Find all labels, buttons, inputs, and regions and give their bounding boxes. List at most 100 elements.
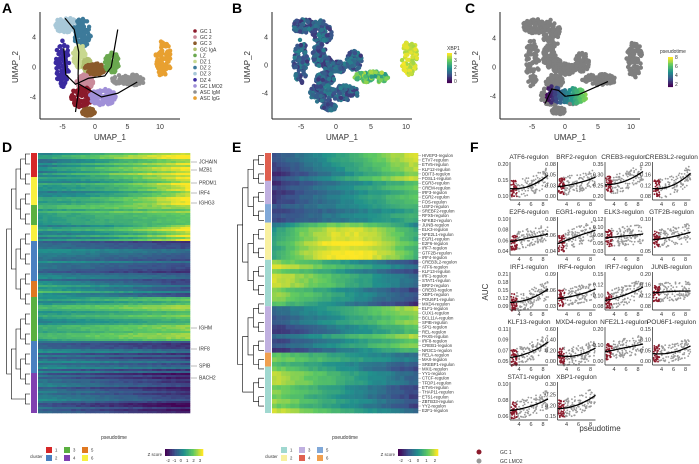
y-tick-label: 0 [32, 65, 36, 72]
cell-point [301, 64, 306, 70]
heatmap-cell [123, 153, 129, 156]
cell-point [57, 18, 63, 23]
heatmap-cell [76, 153, 82, 156]
heatmap-cell [109, 207, 115, 210]
heatmap-cell [180, 213, 186, 216]
heatmap-cell [175, 213, 181, 216]
heatmap-cell [71, 153, 77, 156]
colorbar-step [668, 61, 673, 64]
heatmap-cell [66, 213, 72, 216]
heatmap-cell [161, 161, 167, 164]
heatmap-cell [156, 185, 162, 188]
heatmap-cell [175, 181, 181, 184]
heatmap-cell [137, 195, 143, 198]
heatmap-cell [128, 185, 134, 188]
heatmap-cell [133, 215, 139, 218]
heatmap-cell [171, 223, 177, 226]
heatmap-cell [85, 211, 91, 214]
heatmap-cell [185, 221, 191, 224]
heatmap-cell [61, 155, 67, 158]
heatmap-cell [85, 217, 91, 220]
heatmap-cell [85, 207, 91, 210]
heatmap-cell [38, 231, 44, 234]
heatmap-cell [118, 209, 124, 212]
heatmap-cell [66, 167, 72, 170]
heatmap-cell [180, 203, 186, 206]
heatmap-cell [180, 183, 186, 186]
heatmap-cell [185, 187, 191, 190]
cell-point [405, 45, 410, 50]
cell-point [534, 58, 539, 63]
heatmap-cell [180, 229, 186, 232]
colorbar-step [447, 54, 452, 57]
heatmap-cell [38, 209, 44, 212]
heatmap-cell [71, 235, 77, 238]
heatmap-cell [128, 179, 134, 182]
cell-point [58, 22, 63, 27]
heatmap-cell [128, 157, 134, 160]
cell-point [625, 49, 630, 55]
heatmap-cell [147, 207, 153, 210]
heatmap-cell [80, 207, 86, 210]
heatmap-cell [118, 175, 124, 178]
heatmap-cell [90, 235, 96, 238]
cell-point [94, 97, 99, 103]
heatmap-cell [161, 203, 167, 206]
heatmap-cell [109, 213, 115, 216]
cell-point [95, 101, 101, 106]
heatmap-cell [42, 215, 48, 218]
heatmap-cell [152, 223, 158, 226]
heatmap-cell [109, 189, 115, 192]
heatmap-cell [61, 189, 67, 192]
heatmap-cell [166, 191, 172, 194]
heatmap-cell [156, 219, 162, 222]
heatmap-cell [76, 185, 82, 188]
heatmap-cell [128, 207, 134, 210]
heatmap-cell [57, 153, 63, 156]
heatmap-cell [57, 213, 63, 216]
heatmap-cell [142, 203, 148, 206]
heatmap-cell [61, 195, 67, 198]
heatmap-cell [80, 213, 86, 216]
colorbar-step [668, 75, 673, 77]
heatmap-cell [114, 169, 120, 172]
heatmap-cell [123, 171, 129, 174]
cell-point [560, 80, 565, 85]
heatmap-cell [128, 211, 134, 214]
heatmap-cell [166, 187, 172, 190]
heatmap-cell [109, 169, 115, 172]
heatmap-cell [71, 177, 77, 180]
heatmap-cell [137, 217, 143, 220]
heatmap-cell [137, 185, 143, 188]
heatmap-cell [109, 193, 115, 196]
cell-point [311, 32, 316, 38]
heatmap-cell [147, 165, 153, 168]
heatmap-cell [95, 197, 101, 200]
legend-label: DZ 3 [200, 72, 211, 78]
heatmap-cell [114, 217, 120, 220]
heatmap-cell [42, 167, 48, 170]
heatmap-cell [128, 213, 134, 216]
heatmap-cell [38, 201, 44, 204]
heatmap-cell [57, 185, 63, 188]
heatmap-cell [80, 221, 86, 224]
heatmap-cell [185, 215, 191, 218]
heatmap-cell [47, 229, 53, 232]
heatmap-cell [137, 191, 143, 194]
heatmap-cell [142, 219, 148, 222]
cell-point [159, 50, 164, 56]
heatmap-cell [161, 193, 167, 196]
heatmap-cell [114, 213, 120, 216]
heatmap-cell [161, 221, 167, 224]
cell-point [325, 102, 331, 107]
heatmap-cell [104, 181, 110, 184]
heatmap-cell [99, 159, 105, 162]
heatmap-cell [118, 177, 124, 180]
heatmap-cell [175, 201, 181, 204]
heatmap-cell [66, 227, 72, 230]
heatmap-cell [90, 231, 96, 234]
cell-point [557, 62, 563, 67]
heatmap-cell [137, 167, 143, 170]
heatmap-cell [123, 199, 129, 202]
cell-point [563, 97, 568, 103]
